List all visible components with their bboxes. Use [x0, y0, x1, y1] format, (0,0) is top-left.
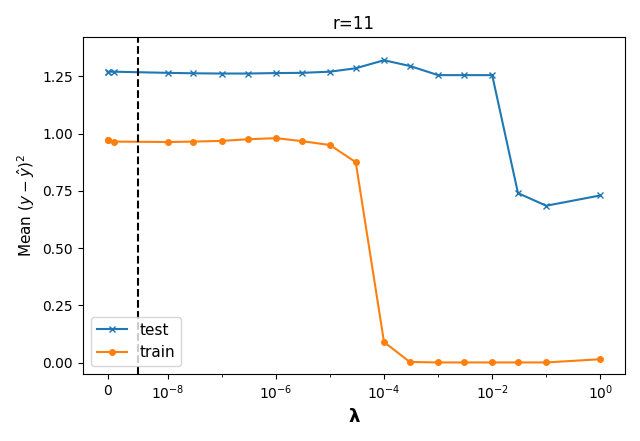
Title: r=11: r=11	[333, 15, 375, 33]
test	[104, 69, 111, 75]
test	[104, 69, 112, 75]
test	[460, 72, 468, 78]
test	[406, 64, 413, 69]
Line: train: train	[105, 135, 603, 365]
train	[488, 360, 496, 365]
train	[460, 360, 468, 365]
train	[298, 138, 305, 144]
train	[406, 359, 413, 365]
Legend: test, train: test, train	[91, 317, 181, 366]
X-axis label: $\boldsymbol{\lambda}$: $\boldsymbol{\lambda}$	[348, 408, 360, 426]
train	[104, 138, 112, 143]
test	[218, 71, 225, 76]
Line: test: test	[104, 57, 604, 209]
train	[272, 135, 280, 141]
test	[272, 71, 280, 76]
test	[109, 69, 117, 75]
train	[189, 139, 197, 144]
test	[352, 66, 360, 71]
test	[435, 72, 442, 78]
train	[514, 360, 522, 365]
test	[164, 70, 172, 75]
test	[514, 191, 522, 196]
train	[104, 138, 111, 143]
train	[380, 340, 388, 345]
test	[596, 193, 604, 198]
train	[109, 139, 117, 144]
Y-axis label: Mean $(y - \hat{y})^2$: Mean $(y - \hat{y})^2$	[15, 154, 37, 257]
train	[244, 137, 252, 142]
test	[380, 58, 388, 63]
test	[244, 71, 252, 76]
test	[298, 70, 305, 75]
test	[488, 72, 496, 78]
train	[596, 357, 604, 362]
train	[326, 142, 334, 148]
test	[543, 203, 550, 209]
train	[164, 139, 172, 145]
train	[218, 138, 225, 143]
train	[543, 360, 550, 365]
train	[435, 360, 442, 365]
train	[352, 160, 360, 165]
test	[189, 71, 197, 76]
test	[326, 69, 334, 75]
